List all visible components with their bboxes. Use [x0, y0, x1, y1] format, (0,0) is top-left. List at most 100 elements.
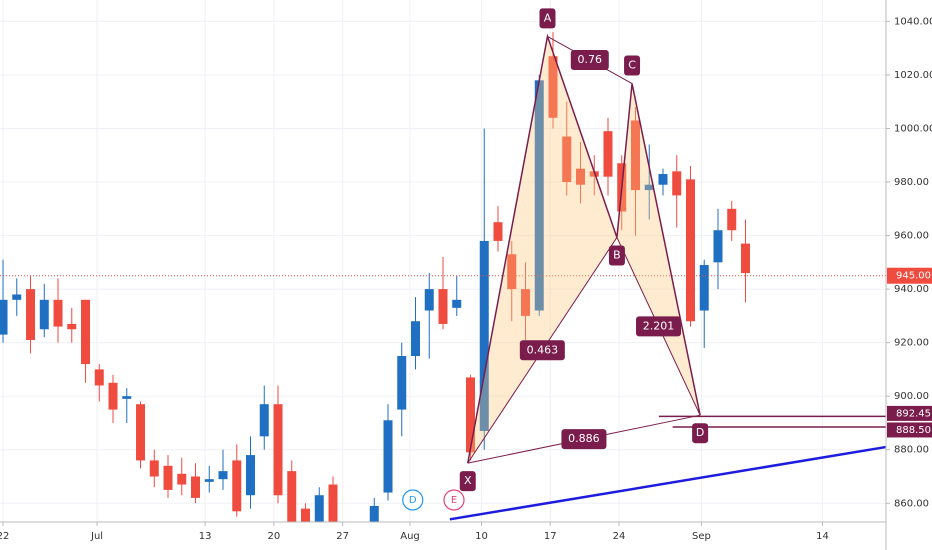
x-tick-label: 13: [199, 531, 212, 542]
candle-body: [67, 323, 77, 330]
candle-body: [122, 396, 132, 399]
candle-body: [314, 495, 324, 522]
x-tick-label: Sep: [692, 531, 711, 542]
candle-body: [12, 294, 22, 300]
candle-body: [81, 299, 91, 365]
candle-body: [273, 404, 283, 496]
candle-body: [94, 369, 104, 386]
candle-body: [438, 289, 448, 324]
x-tick-label: 14: [816, 531, 829, 542]
candle-body: [246, 455, 256, 496]
y-tick-label: 920.00: [894, 338, 929, 349]
event-marker: [402, 489, 424, 511]
event-marker: [443, 489, 465, 511]
point-label: C: [628, 59, 636, 72]
point-box: [539, 8, 556, 29]
overlay: 0.76 0.463 2.201 0.886 X A B C D D E: [402, 8, 886, 511]
candle-body: [218, 471, 228, 480]
level-box: [887, 405, 932, 421]
pattern-fill: [467, 36, 617, 464]
plot-area: [0, 32, 886, 522]
ratio-box: [570, 49, 609, 70]
x-tick-label: 22: [0, 531, 9, 542]
level-label: 892.45: [896, 408, 931, 419]
y-tick-label: 860.00: [894, 498, 929, 509]
candle-body: [191, 476, 201, 498]
candle-body: [575, 168, 585, 185]
last-price-label: 945.00: [896, 271, 931, 282]
candle-body: [149, 460, 159, 477]
candle-body: [136, 404, 146, 461]
candle-body: [658, 174, 668, 185]
point-box: [608, 245, 625, 266]
event-label: D: [409, 495, 417, 506]
candle-body: [562, 136, 572, 183]
candle-body: [699, 265, 709, 311]
y-tick-label: 980.00: [894, 177, 929, 188]
candle-body: [548, 56, 558, 118]
candle-body: [713, 230, 723, 263]
candle-body: [534, 80, 544, 311]
candle-body: [177, 473, 187, 485]
candle-body: [53, 299, 63, 327]
candle-body: [397, 356, 407, 410]
y-tick-label: 880.00: [894, 445, 929, 456]
x-tick-label: 10: [475, 531, 488, 542]
candle-body: [740, 243, 750, 274]
ratio-box: [561, 429, 607, 450]
candle-body: [603, 131, 613, 177]
candle-body: [232, 460, 242, 512]
x-tick-label: Jul: [90, 531, 103, 542]
ratio-label: 0.76: [578, 53, 603, 66]
y-tick-label: 1000.00: [894, 123, 932, 134]
candle-body: [479, 240, 489, 431]
point-label: X: [464, 474, 472, 487]
candle-body: [39, 299, 49, 330]
candle-body: [727, 208, 737, 231]
candle-body: [630, 120, 640, 191]
point-box: [624, 55, 641, 76]
level-label: 888.50: [896, 425, 931, 436]
candle-body: [672, 171, 682, 196]
y-tick-label: 1020.00: [894, 70, 932, 81]
candle-body: [369, 505, 379, 522]
candle-body: [493, 222, 503, 241]
point-box: [692, 423, 709, 444]
candle-body: [204, 479, 214, 482]
point-label: A: [544, 11, 552, 24]
point-box: [459, 471, 476, 492]
x-tick-label: 20: [268, 531, 281, 542]
level-box: [887, 422, 932, 438]
candle-body: [383, 420, 393, 493]
candle-body: [259, 404, 269, 437]
candle-body: [0, 299, 8, 335]
y-tick-label: 1040.00: [894, 16, 932, 27]
x-tick-label: Aug: [400, 531, 420, 542]
ratio-label: 0.463: [527, 343, 559, 356]
candle-body: [507, 254, 517, 290]
ratio-box: [636, 316, 682, 337]
candle-body: [424, 289, 434, 311]
ratio-label: 2.201: [643, 319, 675, 332]
candle-body: [644, 184, 654, 191]
x-tick-label: 24: [613, 531, 626, 542]
x-tick-label: 27: [336, 531, 349, 542]
candle-body: [520, 289, 530, 316]
trendline: [449, 445, 886, 521]
y-tick-label: 900.00: [894, 391, 929, 402]
candle-body: [685, 179, 695, 322]
candle-body: [328, 484, 338, 522]
point-label: D: [696, 426, 704, 439]
last-price-box: [887, 267, 932, 284]
candle-body: [452, 299, 462, 308]
y-tick-label: 960.00: [894, 231, 929, 242]
candle-body: [108, 382, 118, 410]
ratio-box: [519, 340, 565, 361]
candle-body: [301, 508, 311, 522]
candle-body: [287, 471, 297, 522]
candle-body: [411, 321, 421, 357]
y-tick-label: 940.00: [894, 284, 929, 295]
event-label: E: [451, 495, 457, 506]
